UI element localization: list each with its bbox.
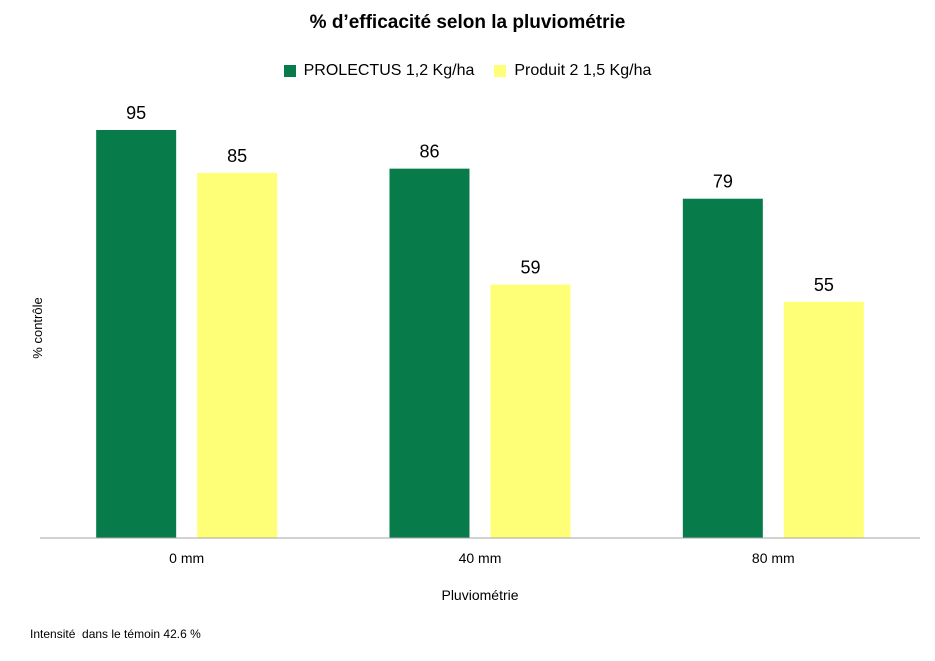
footnote: Intensité dans le témoin 42.6 % <box>30 627 201 641</box>
legend-label-series-1: PROLECTUS 1,2 Kg/ha <box>303 62 475 79</box>
x-tick-label-2: 80 mm <box>752 550 795 566</box>
bar-series-1-1 <box>389 168 470 538</box>
x-tick-label-1: 40 mm <box>459 550 502 566</box>
y-axis-title: % contrôle <box>30 297 45 358</box>
legend-swatch-series-1 <box>283 65 296 77</box>
x-axis-title: Pluviométrie <box>441 587 518 603</box>
x-tick-label-0: 0 mm <box>169 550 204 566</box>
legend-item-series-2: Produit 2 1,5 Kg/ha <box>494 62 651 80</box>
legend-label-series-2: Produit 2 1,5 Kg/ha <box>514 62 652 79</box>
bar-series-2-2 <box>783 301 864 538</box>
legend-swatch-series-2 <box>494 65 507 77</box>
chart-title: % d’efficacité selon la pluviométrie <box>309 12 626 33</box>
legend-item-series-1: PROLECTUS 1,2 Kg/ha <box>283 62 475 80</box>
data-label-series-1-1: 86 <box>419 142 439 162</box>
data-label-series-2-2: 55 <box>814 275 834 295</box>
data-label-series-2-0: 85 <box>227 146 247 166</box>
bar-series-2-0 <box>197 172 278 538</box>
bar-series-1-0 <box>96 130 177 538</box>
legend: PROLECTUS 1,2 Kg/ha Produit 2 1,5 Kg/ha <box>0 62 935 80</box>
data-label-series-2-1: 59 <box>520 258 540 278</box>
data-label-series-1-0: 95 <box>126 103 146 123</box>
data-label-series-1-2: 79 <box>713 172 733 192</box>
bar-series-1-2 <box>682 198 763 538</box>
bar-series-2-1 <box>490 284 571 538</box>
